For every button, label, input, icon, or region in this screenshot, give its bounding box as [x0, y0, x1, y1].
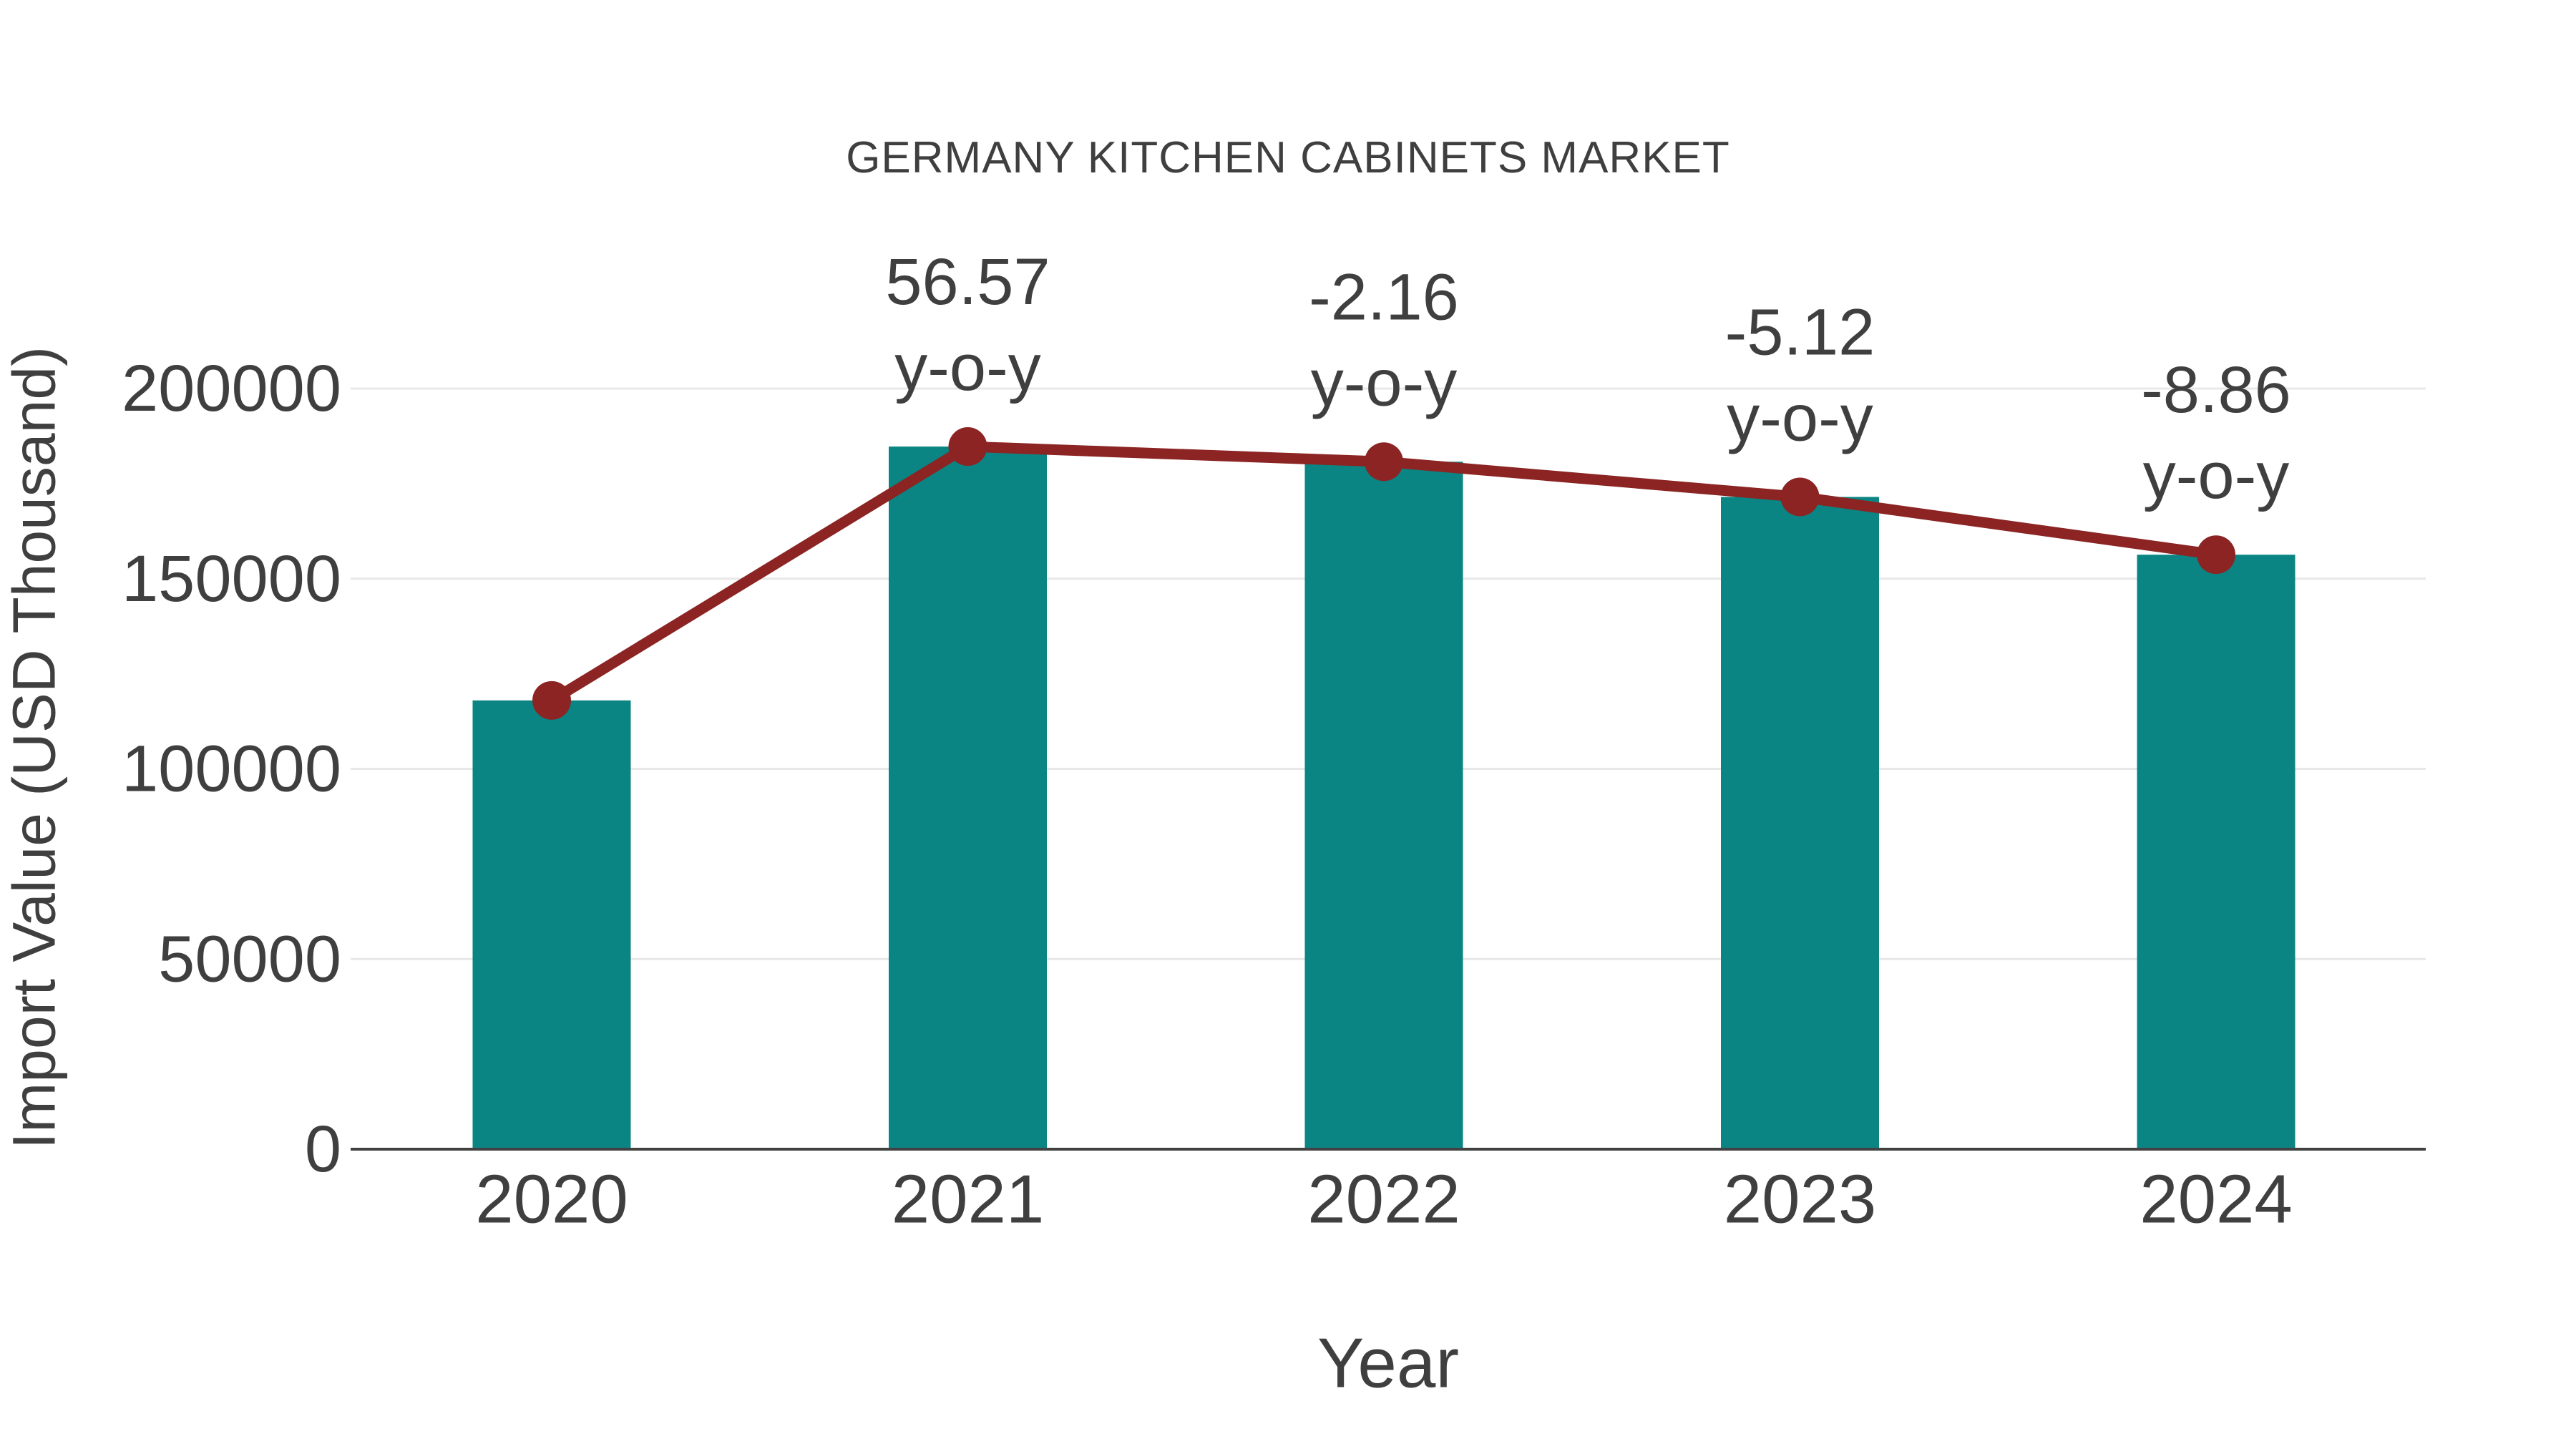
- x-tick-label-2020: 2020: [475, 1161, 628, 1238]
- y-tick-label-0: 0: [305, 1113, 341, 1186]
- x-axis-title: Year: [1317, 1323, 1460, 1402]
- annotation-2022-value: -2.16: [1309, 260, 1459, 333]
- chart-title: GERMANY KITCHEN CABINETS MARKET: [846, 133, 1730, 182]
- annotation-2021-suffix: y-o-y: [894, 331, 1040, 404]
- bar-2022: [1304, 462, 1463, 1149]
- annotation-2024-value: -8.86: [2141, 353, 2291, 426]
- bar-2021: [889, 447, 1047, 1149]
- marker-2021: [948, 427, 987, 467]
- marker-2022: [1365, 442, 1403, 482]
- annotation-2021-value: 56.57: [885, 245, 1050, 318]
- y-tick-label-100000: 100000: [122, 733, 341, 806]
- x-tick-label-2024: 2024: [2140, 1161, 2293, 1238]
- annotation-2023-suffix: y-o-y: [1727, 381, 1873, 454]
- x-tick-label-2023: 2023: [1724, 1161, 1877, 1238]
- annotation-2024-suffix: y-o-y: [2143, 439, 2289, 512]
- marker-2024: [2197, 535, 2235, 575]
- y-tick-label-200000: 200000: [122, 352, 341, 425]
- marker-2020: [532, 680, 571, 720]
- x-tick-label-2022: 2022: [1307, 1161, 1460, 1238]
- x-tick-label-2021: 2021: [892, 1161, 1045, 1238]
- bar-2023: [1721, 497, 1879, 1149]
- y-axis-title: Import Value (USD Thousand): [0, 346, 68, 1150]
- bar-2020: [472, 700, 631, 1149]
- y-tick-label-150000: 150000: [122, 542, 341, 615]
- y-tick-label-50000: 50000: [158, 922, 341, 995]
- annotation-2023-value: -5.12: [1725, 296, 1875, 369]
- marker-2023: [1780, 477, 1820, 517]
- annotation-2022-suffix: y-o-y: [1311, 346, 1457, 419]
- bar-2024: [2137, 555, 2296, 1149]
